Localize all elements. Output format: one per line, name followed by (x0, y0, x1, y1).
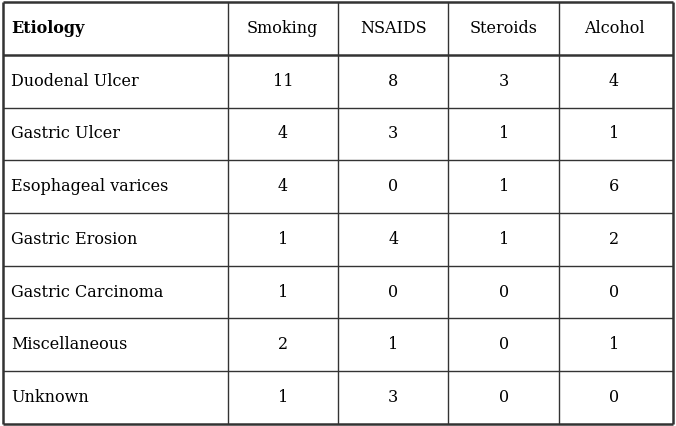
Text: 3: 3 (498, 73, 509, 90)
Text: 4: 4 (609, 73, 619, 90)
Text: 1: 1 (609, 125, 619, 142)
Text: 1: 1 (278, 389, 288, 406)
Text: 8: 8 (388, 73, 398, 90)
Text: 0: 0 (388, 284, 398, 301)
Text: Steroids: Steroids (470, 20, 537, 37)
Text: Duodenal Ulcer: Duodenal Ulcer (11, 73, 139, 90)
Text: 0: 0 (499, 389, 509, 406)
Text: 1: 1 (609, 336, 619, 353)
Text: Miscellaneous: Miscellaneous (11, 336, 128, 353)
Text: Esophageal varices: Esophageal varices (11, 178, 169, 195)
Text: 0: 0 (499, 336, 509, 353)
Text: Etiology: Etiology (11, 20, 85, 37)
Text: 2: 2 (278, 336, 288, 353)
Text: 4: 4 (388, 231, 398, 248)
Text: 1: 1 (498, 125, 509, 142)
Text: 6: 6 (609, 178, 619, 195)
Text: 0: 0 (499, 284, 509, 301)
Text: Alcohol: Alcohol (584, 20, 644, 37)
Text: 1: 1 (498, 231, 509, 248)
Text: Gastric Carcinoma: Gastric Carcinoma (11, 284, 164, 301)
Text: 3: 3 (388, 389, 398, 406)
Text: 0: 0 (388, 178, 398, 195)
Text: 0: 0 (609, 389, 619, 406)
Text: 11: 11 (272, 73, 293, 90)
Text: Gastric Ulcer: Gastric Ulcer (11, 125, 120, 142)
Text: Smoking: Smoking (247, 20, 318, 37)
Text: 4: 4 (278, 178, 288, 195)
Text: 1: 1 (278, 231, 288, 248)
Text: 1: 1 (388, 336, 398, 353)
Text: 1: 1 (498, 178, 509, 195)
Text: 2: 2 (609, 231, 619, 248)
Text: 3: 3 (388, 125, 398, 142)
Text: 4: 4 (278, 125, 288, 142)
Text: 0: 0 (609, 284, 619, 301)
Text: Gastric Erosion: Gastric Erosion (11, 231, 138, 248)
Text: NSAIDS: NSAIDS (360, 20, 427, 37)
Text: 1: 1 (278, 284, 288, 301)
Text: Unknown: Unknown (11, 389, 89, 406)
